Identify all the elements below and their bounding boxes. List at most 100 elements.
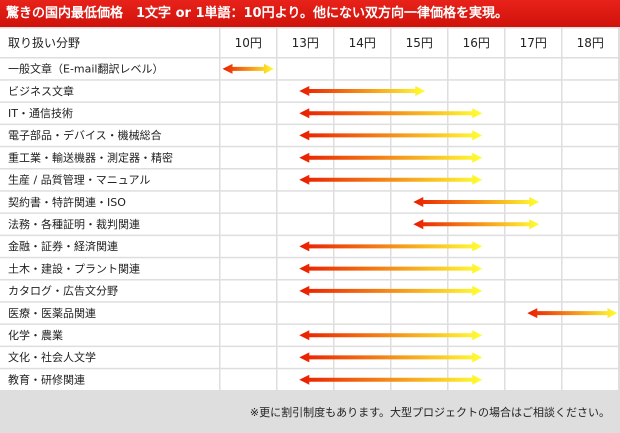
row-label: IT・通信技術 bbox=[8, 107, 73, 120]
row-label: 医療・医薬品関連 bbox=[8, 306, 96, 320]
table-cell bbox=[448, 80, 504, 102]
row-label: 金融・証券・経済関連 bbox=[8, 239, 118, 253]
range-arrow bbox=[299, 108, 483, 119]
range-arrow bbox=[299, 374, 483, 385]
header-cell bbox=[220, 28, 276, 57]
range-arrow bbox=[299, 285, 483, 296]
row-label-cell bbox=[0, 258, 219, 279]
row-label: 法務・各種証明・裁判関連 bbox=[8, 217, 140, 231]
table-cell bbox=[448, 302, 504, 324]
row-label-cell bbox=[0, 169, 219, 191]
header-cell-category bbox=[0, 28, 219, 57]
table-cell bbox=[505, 258, 561, 279]
header-cell bbox=[391, 28, 447, 57]
table-cell bbox=[334, 191, 390, 213]
table-cell bbox=[562, 80, 618, 102]
table-cell bbox=[220, 347, 276, 368]
row-label: 生産 / 品質管理・マニュアル bbox=[8, 173, 150, 187]
row-label: 文化・社会人文学 bbox=[8, 350, 96, 364]
table-cell bbox=[220, 280, 276, 302]
footnote: ※更に割引制度もあります。大型プロジェクトの場合はご相談ください。 bbox=[249, 406, 610, 419]
row-label: 化学・農業 bbox=[8, 328, 63, 342]
row-label-cell bbox=[0, 191, 219, 213]
table-cell bbox=[220, 191, 276, 213]
table-cell bbox=[505, 324, 561, 346]
table-cell bbox=[220, 258, 276, 279]
table-cell bbox=[562, 258, 618, 279]
row-label-cell bbox=[0, 280, 219, 302]
row-label-cell bbox=[0, 80, 219, 102]
row-label-cell bbox=[0, 236, 219, 257]
table-cell bbox=[505, 347, 561, 368]
row-label-cell bbox=[0, 369, 219, 390]
range-arrow bbox=[527, 308, 618, 319]
range-arrow bbox=[299, 174, 483, 185]
header-label: 取り扱い分野 bbox=[8, 36, 80, 50]
row-label: カタログ・広告文分野 bbox=[8, 284, 118, 298]
table-cell bbox=[562, 147, 618, 168]
page-title: 驚きの国内最低価格 1文字 or 1単語：10円より。他にない双方向一律価格を実… bbox=[0, 0, 620, 27]
table-cell bbox=[562, 58, 618, 80]
table-cell bbox=[220, 236, 276, 257]
table-cell bbox=[277, 213, 333, 235]
row-label: ビジネス文章 bbox=[8, 84, 74, 98]
header-cell bbox=[277, 28, 333, 57]
row-label: 土木・建設・プラント関連 bbox=[8, 261, 140, 275]
table-cell bbox=[220, 102, 276, 124]
table-cell bbox=[562, 236, 618, 257]
table-cell bbox=[505, 80, 561, 102]
table-cell bbox=[505, 125, 561, 146]
row-label: 電子部品・デバイス・機械総合 bbox=[8, 128, 162, 142]
range-arrow bbox=[222, 63, 274, 74]
table-cell bbox=[334, 302, 390, 324]
table-cell bbox=[391, 58, 447, 80]
table-cell bbox=[505, 102, 561, 124]
row-label-cell bbox=[0, 324, 219, 346]
row-label: 契約書・特許関連・ISO bbox=[8, 195, 126, 209]
table-cell bbox=[505, 169, 561, 191]
range-arrow bbox=[299, 130, 483, 141]
price-range-chart: 取り扱い分野 10円 13円 14円 15円 16円 17円 18円一般文章（E-mail翻訳… bbox=[0, 28, 618, 390]
header-cell bbox=[448, 28, 504, 57]
row-label: 教育・研修関連 bbox=[8, 372, 85, 386]
table-cell bbox=[562, 191, 618, 213]
table-cell bbox=[505, 280, 561, 302]
row-label-cell bbox=[0, 58, 219, 80]
row-label-cell bbox=[0, 347, 219, 368]
table-cell bbox=[334, 213, 390, 235]
table-cell bbox=[220, 169, 276, 191]
header-cell bbox=[334, 28, 390, 57]
range-arrow bbox=[413, 219, 540, 230]
row-label: 重工業・輸送機器・測定器・精密 bbox=[8, 150, 173, 164]
row-label-cell bbox=[0, 213, 219, 235]
row-label-cell bbox=[0, 147, 219, 168]
table-cell bbox=[220, 369, 276, 390]
range-arrow bbox=[299, 330, 483, 341]
table-cell bbox=[562, 324, 618, 346]
table-cell bbox=[391, 302, 447, 324]
header-cell bbox=[562, 28, 618, 57]
price-column-label: 18円 bbox=[577, 36, 604, 50]
table-cell bbox=[505, 369, 561, 390]
table-cell bbox=[448, 58, 504, 80]
range-arrow bbox=[299, 263, 483, 274]
row-label-cell bbox=[0, 102, 219, 124]
price-column-label: 15円 bbox=[406, 36, 433, 50]
range-arrow bbox=[413, 197, 540, 207]
table-cell bbox=[562, 125, 618, 146]
range-arrow bbox=[299, 86, 426, 96]
table-cell bbox=[277, 58, 333, 80]
table-cell bbox=[220, 147, 276, 168]
price-column-label: 16円 bbox=[463, 36, 490, 50]
table-cell bbox=[334, 58, 390, 80]
table-cell bbox=[562, 280, 618, 302]
table-cell bbox=[562, 213, 618, 235]
range-arrow bbox=[299, 352, 483, 363]
table-cell bbox=[505, 236, 561, 257]
price-column-label: 14円 bbox=[349, 36, 376, 50]
table-cell bbox=[505, 147, 561, 168]
price-column-label: 17円 bbox=[520, 36, 547, 50]
row-label-cell bbox=[0, 125, 219, 146]
range-arrow bbox=[299, 241, 483, 252]
table-cell bbox=[220, 80, 276, 102]
